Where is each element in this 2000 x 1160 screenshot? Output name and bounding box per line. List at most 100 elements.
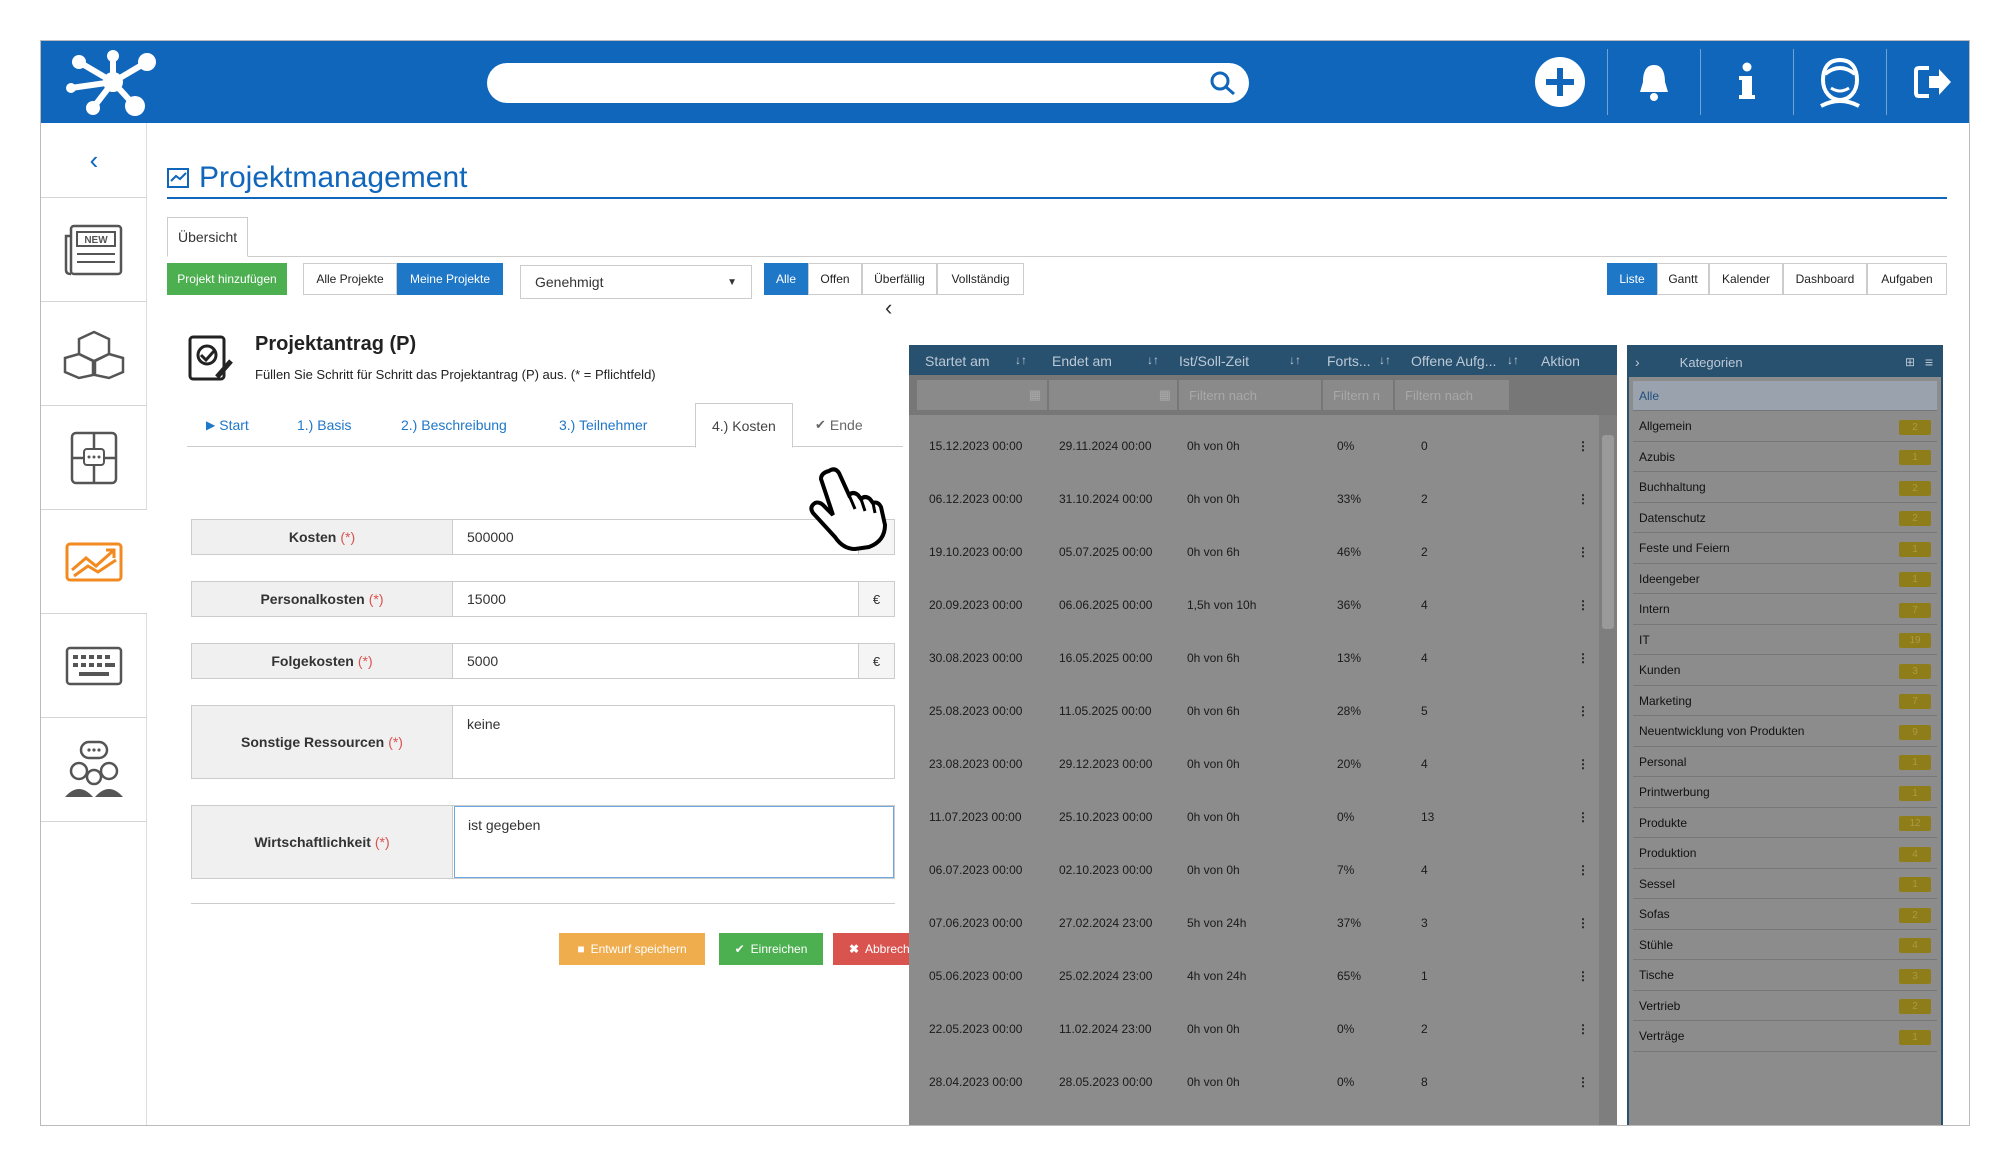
add-project-button[interactable]: Projekt hinzufügen bbox=[167, 263, 287, 295]
table-row[interactable]: 23.08.2023 00:00 29.12.2023 00:00 0h von 0… bbox=[909, 737, 1599, 790]
row-actions-icon[interactable]: ⋮ bbox=[1577, 1021, 1589, 1036]
table-row[interactable]: 15.12.2023 00:00 29.11.2024 00:00 0h von 0… bbox=[909, 419, 1599, 472]
time-filter-input[interactable]: Filtern nach bbox=[1179, 380, 1321, 410]
col-open-tasks[interactable]: Offene Aufg... bbox=[1411, 353, 1497, 369]
col-end[interactable]: Endet am bbox=[1052, 353, 1112, 369]
progress-filter-input[interactable]: Filtern n bbox=[1323, 380, 1393, 410]
category-item[interactable]: Sofas 2 bbox=[1633, 900, 1937, 930]
category-item[interactable]: Vertrieb 2 bbox=[1633, 991, 1937, 1021]
row-actions-icon[interactable]: ⋮ bbox=[1577, 1074, 1589, 1089]
col-time[interactable]: Ist/Soll-Zeit bbox=[1179, 353, 1250, 369]
sidebar-item-inventory[interactable] bbox=[41, 302, 147, 406]
category-item[interactable]: Alle bbox=[1633, 381, 1937, 411]
table-row[interactable]: 06.07.2023 00:00 02.10.2023 00:00 0h von 0… bbox=[909, 843, 1599, 896]
row-actions-icon[interactable]: ⋮ bbox=[1577, 597, 1589, 612]
category-item[interactable]: Azubis 1 bbox=[1633, 442, 1937, 472]
category-item[interactable]: Allgemein 2 bbox=[1633, 412, 1937, 442]
view-calendar-button[interactable]: Kalender bbox=[1709, 263, 1783, 295]
filter-open-button[interactable]: Offen bbox=[808, 263, 862, 295]
row-actions-icon[interactable]: ⋮ bbox=[1577, 438, 1589, 453]
info-button[interactable] bbox=[1700, 41, 1793, 123]
filter-overdue-button[interactable]: Überfällig bbox=[862, 263, 937, 295]
table-row[interactable]: 25.08.2023 00:00 11.05.2025 00:00 0h von 6… bbox=[909, 684, 1599, 737]
category-item[interactable]: Sessel 1 bbox=[1633, 869, 1937, 899]
wirtschaftlichkeit-textarea[interactable]: ist gegeben bbox=[454, 806, 894, 878]
end-date-filter[interactable]: ▦ bbox=[1049, 380, 1177, 410]
sidebar-item-keyboard[interactable] bbox=[41, 614, 147, 718]
chevron-right-icon[interactable]: › bbox=[1635, 354, 1640, 370]
view-tasks-button[interactable]: Aufgaben bbox=[1867, 263, 1947, 295]
save-draft-button[interactable]: ■ Entwurf speichern bbox=[559, 933, 705, 965]
category-item[interactable]: Personal 1 bbox=[1633, 747, 1937, 777]
step-start[interactable]: ▶ Start bbox=[206, 403, 249, 447]
category-item[interactable]: Kunden 3 bbox=[1633, 656, 1937, 686]
table-row[interactable]: 05.06.2023 00:00 25.02.2024 23:00 4h von 2… bbox=[909, 949, 1599, 1002]
table-row[interactable]: 22.05.2023 00:00 11.02.2024 23:00 0h von 0… bbox=[909, 1002, 1599, 1055]
sort-icon[interactable]: ↓↑ bbox=[1147, 353, 1159, 367]
scrollbar-thumb[interactable] bbox=[1602, 435, 1614, 629]
table-row[interactable]: 19.10.2023 00:00 05.07.2025 00:00 0h von 6… bbox=[909, 525, 1599, 578]
category-item[interactable]: Ideengeber 1 bbox=[1633, 564, 1937, 594]
tasks-filter-input[interactable]: Filtern nach bbox=[1395, 380, 1509, 410]
filter-all-button[interactable]: Alle bbox=[764, 263, 808, 295]
category-item[interactable]: Intern 7 bbox=[1633, 595, 1937, 625]
row-actions-icon[interactable]: ⋮ bbox=[1577, 809, 1589, 824]
table-scrollbar[interactable] bbox=[1599, 415, 1617, 1125]
submit-button[interactable]: ✔ Einreichen bbox=[719, 933, 823, 965]
logout-button[interactable] bbox=[1886, 41, 1969, 123]
view-dashboard-button[interactable]: Dashboard bbox=[1783, 263, 1867, 295]
category-item[interactable]: Buchhaltung 2 bbox=[1633, 473, 1937, 503]
category-item[interactable]: Datenschutz 2 bbox=[1633, 503, 1937, 533]
sidebar-item-project-management[interactable] bbox=[41, 510, 147, 614]
table-row[interactable]: 06.12.2023 00:00 31.10.2024 00:00 0h von 0… bbox=[909, 472, 1599, 525]
category-item[interactable]: Marketing 7 bbox=[1633, 686, 1937, 716]
category-item[interactable]: Stühle 4 bbox=[1633, 930, 1937, 960]
row-actions-icon[interactable]: ⋮ bbox=[1577, 968, 1589, 983]
table-row[interactable]: 30.08.2023 00:00 16.05.2025 00:00 0h von 6… bbox=[909, 631, 1599, 684]
row-actions-icon[interactable]: ⋮ bbox=[1577, 915, 1589, 930]
col-progress[interactable]: Forts... bbox=[1327, 353, 1371, 369]
table-row[interactable]: 28.04.2023 00:00 28.05.2023 00:00 0h von 0… bbox=[909, 1055, 1599, 1108]
table-row[interactable]: 20.09.2023 00:00 06.06.2025 00:00 1,5h von… bbox=[909, 578, 1599, 631]
profile-button[interactable] bbox=[1793, 41, 1886, 123]
step-beschreibung[interactable]: 2.) Beschreibung bbox=[401, 417, 507, 433]
table-row[interactable]: 11.07.2023 00:00 25.10.2023 00:00 0h von 0… bbox=[909, 790, 1599, 843]
step-basis[interactable]: 1.) Basis bbox=[297, 417, 352, 433]
sort-icon[interactable]: ↓↑ bbox=[1015, 353, 1027, 367]
category-item[interactable]: Produkte 12 bbox=[1633, 808, 1937, 838]
step-ende[interactable]: ✔ Ende bbox=[815, 403, 863, 447]
network-logo-icon[interactable] bbox=[61, 48, 161, 116]
category-item[interactable]: Produktion 4 bbox=[1633, 839, 1937, 869]
personalkosten-input[interactable]: 15000 bbox=[467, 591, 506, 607]
collapse-form-icon[interactable]: ‹ bbox=[885, 295, 893, 320]
row-actions-icon[interactable]: ⋮ bbox=[1577, 862, 1589, 877]
category-item[interactable]: Neuentwicklung von Produkten 9 bbox=[1633, 717, 1937, 747]
row-actions-icon[interactable]: ⋮ bbox=[1577, 703, 1589, 718]
table-row[interactable]: 07.06.2023 00:00 27.02.2024 23:00 5h von 2… bbox=[909, 896, 1599, 949]
view-gantt-button[interactable]: Gantt bbox=[1657, 263, 1709, 295]
kosten-input[interactable]: 500000 bbox=[467, 529, 514, 545]
category-item[interactable]: Feste und Feiern 1 bbox=[1633, 534, 1937, 564]
tree-icon[interactable]: ⊞ bbox=[1904, 355, 1915, 369]
step-teilnehmer[interactable]: 3.) Teilnehmer bbox=[559, 417, 648, 433]
add-button[interactable] bbox=[1513, 41, 1606, 123]
search-bar[interactable] bbox=[487, 63, 1249, 103]
sort-icon[interactable]: ↓↑ bbox=[1507, 353, 1519, 367]
sort-icon[interactable]: ↓↑ bbox=[1379, 353, 1391, 367]
step-kosten[interactable]: 4.) Kosten bbox=[695, 403, 793, 448]
sidebar-item-community[interactable] bbox=[41, 718, 147, 822]
row-actions-icon[interactable]: ⋮ bbox=[1577, 650, 1589, 665]
row-actions-icon[interactable]: ⋮ bbox=[1577, 491, 1589, 506]
category-item[interactable]: IT 19 bbox=[1633, 625, 1937, 655]
row-actions-icon[interactable]: ⋮ bbox=[1577, 756, 1589, 771]
folgekosten-input[interactable]: 5000 bbox=[467, 653, 499, 669]
category-item[interactable]: Printwerbung 1 bbox=[1633, 778, 1937, 808]
tab-overview[interactable]: Übersicht bbox=[167, 217, 249, 257]
sort-icon[interactable]: ↓↑ bbox=[1289, 353, 1301, 367]
status-select[interactable]: Genehmigt ▼ bbox=[520, 265, 752, 299]
search-icon[interactable] bbox=[1207, 69, 1239, 97]
list-icon[interactable]: ≡ bbox=[1924, 354, 1933, 370]
sidebar-item-communication[interactable] bbox=[41, 406, 147, 510]
category-item[interactable]: Tische 3 bbox=[1633, 961, 1937, 991]
view-list-button[interactable]: Liste bbox=[1607, 263, 1657, 295]
